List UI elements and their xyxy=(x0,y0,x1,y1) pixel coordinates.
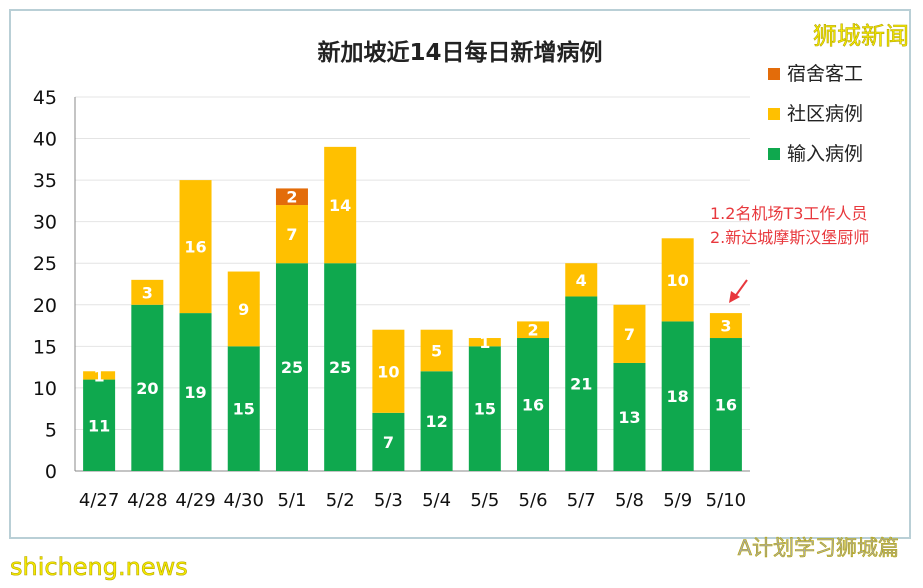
bar-segment xyxy=(83,379,116,471)
legend-label: 输入病例 xyxy=(787,143,863,165)
data-label: 18 xyxy=(667,387,689,406)
bar-segment xyxy=(179,313,212,471)
y-tick-label: 40 xyxy=(33,129,57,151)
bar-segment xyxy=(131,304,164,471)
bar-segment xyxy=(131,279,164,305)
x-tick-label: 5/4 xyxy=(422,490,451,511)
bar-segment xyxy=(83,371,116,380)
bar-segment xyxy=(661,238,694,322)
bar-segment xyxy=(372,412,405,471)
bar-segment xyxy=(179,180,212,314)
bar-segment xyxy=(661,321,694,471)
bar-segment xyxy=(517,321,550,339)
y-tick-label: 25 xyxy=(33,253,57,275)
x-tick-label: 5/3 xyxy=(374,490,403,511)
data-label: 7 xyxy=(286,225,297,244)
data-label: 9 xyxy=(238,300,249,319)
bar-segment xyxy=(565,296,598,471)
data-label: 2 xyxy=(527,321,538,340)
brand-watermark: 狮城新闻 xyxy=(813,22,910,51)
data-label: 10 xyxy=(667,271,689,290)
data-label: 15 xyxy=(233,400,255,419)
data-label: 25 xyxy=(329,358,351,377)
data-label: 16 xyxy=(184,238,206,257)
bar-segment xyxy=(227,346,260,471)
x-tick-label: 5/6 xyxy=(519,490,548,511)
bar-segment xyxy=(565,263,598,297)
data-label: 16 xyxy=(522,396,544,415)
data-label: 25 xyxy=(281,358,303,377)
data-label: 7 xyxy=(624,325,635,344)
annotation-text: 2.新达城摩斯汉堡厨师 xyxy=(710,228,869,247)
x-tick-label: 5/2 xyxy=(326,490,355,511)
bar-segment xyxy=(324,263,357,471)
data-label: 3 xyxy=(142,283,153,302)
data-label: 21 xyxy=(570,375,592,394)
x-tick-label: 5/10 xyxy=(706,490,746,511)
wechat-watermark: A计划学习狮城篇 xyxy=(737,536,899,561)
data-label: 4 xyxy=(576,271,587,290)
bar-segment xyxy=(468,346,501,471)
bar-segment xyxy=(709,313,742,339)
y-tick-label: 45 xyxy=(33,87,57,109)
y-tick-label: 5 xyxy=(45,419,57,441)
data-label: 10 xyxy=(377,362,399,381)
bar-segment xyxy=(227,271,260,347)
data-label: 3 xyxy=(720,317,731,336)
x-tick-label: 4/29 xyxy=(175,490,215,511)
data-label: 13 xyxy=(618,408,640,427)
data-label: 2 xyxy=(286,188,297,207)
y-tick-label: 10 xyxy=(33,378,57,400)
bar-segment xyxy=(275,188,308,206)
bar-segment xyxy=(613,362,646,471)
y-tick-label: 30 xyxy=(33,212,57,234)
x-tick-label: 5/5 xyxy=(470,490,499,511)
legend-label: 宿舍客工 xyxy=(787,63,863,85)
data-label: 16 xyxy=(715,396,737,415)
data-label: 20 xyxy=(136,379,158,398)
x-tick-label: 4/30 xyxy=(224,490,264,511)
x-tick-label: 5/1 xyxy=(277,490,306,511)
x-tick-label: 4/28 xyxy=(127,490,167,511)
x-tick-label: 5/9 xyxy=(663,490,692,511)
bar-segment xyxy=(372,329,405,413)
data-label: 19 xyxy=(184,383,206,402)
x-tick-label: 4/27 xyxy=(79,490,119,511)
data-label: 1 xyxy=(479,333,490,352)
bar-segment xyxy=(613,304,646,363)
y-tick-label: 0 xyxy=(45,461,57,483)
data-label: 14 xyxy=(329,196,351,215)
data-label: 11 xyxy=(88,416,110,435)
legend-swatch xyxy=(768,68,780,80)
bar-segment xyxy=(517,338,550,471)
annotation-text: 1.2名机场T3工作人员 xyxy=(710,204,867,223)
data-label: 5 xyxy=(431,341,442,360)
y-tick-label: 15 xyxy=(33,336,57,358)
legend-swatch xyxy=(768,108,780,120)
x-tick-label: 5/7 xyxy=(567,490,596,511)
legend-label: 社区病例 xyxy=(787,103,863,125)
y-tick-label: 35 xyxy=(33,170,57,192)
arrow-head-icon xyxy=(729,291,740,303)
bar-segment xyxy=(420,371,453,471)
bar-segment xyxy=(420,329,453,372)
bar-segment xyxy=(324,146,357,264)
legend-swatch xyxy=(768,148,780,160)
site-watermark: shicheng.news xyxy=(10,553,188,582)
data-label: 15 xyxy=(474,400,496,419)
bar-segment xyxy=(709,338,742,471)
data-label: 1 xyxy=(94,366,105,385)
x-tick-label: 5/8 xyxy=(615,490,644,511)
bar-segment xyxy=(468,338,501,347)
y-tick-label: 20 xyxy=(33,295,57,317)
bar-segment xyxy=(275,205,308,264)
chart-title: 新加坡近14日每日新增病例 xyxy=(317,39,602,66)
data-label: 7 xyxy=(383,433,394,452)
bar-segment xyxy=(275,263,308,471)
data-label: 12 xyxy=(425,412,447,431)
